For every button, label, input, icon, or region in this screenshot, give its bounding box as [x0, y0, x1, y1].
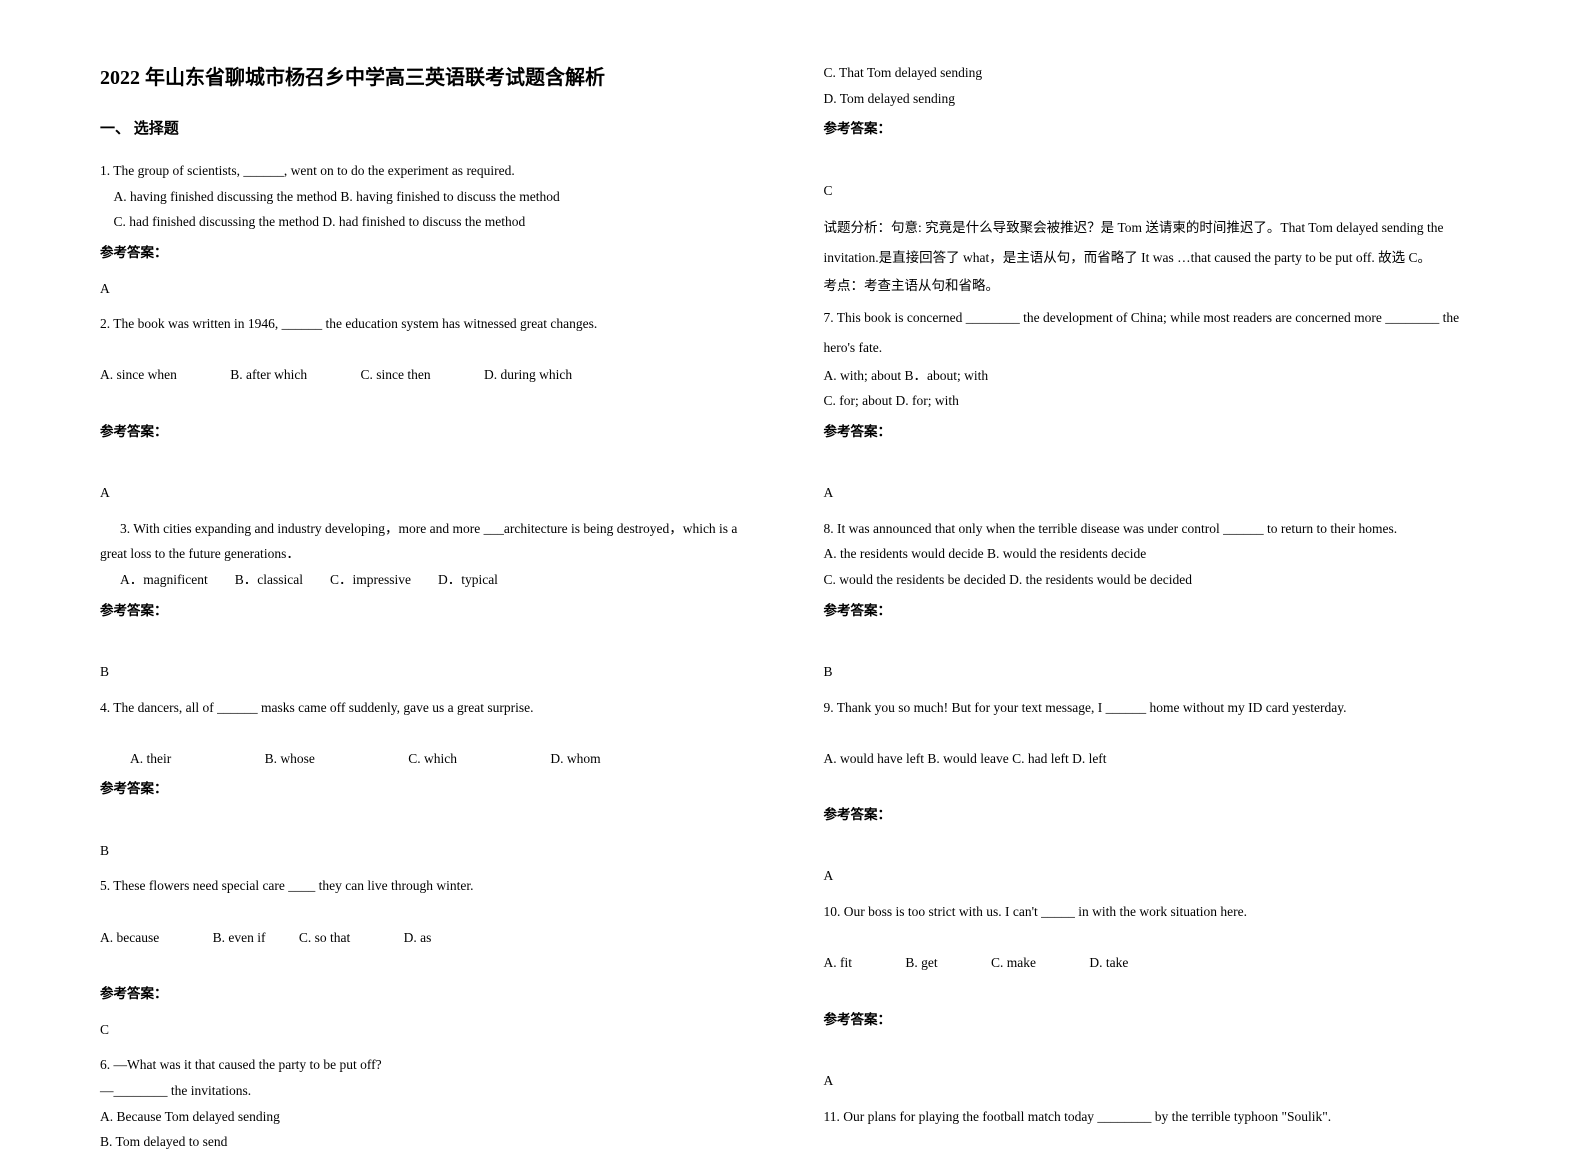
q6-answer-label: 参考答案： — [824, 116, 1488, 142]
page-title: 2022 年山东省聊城市杨召乡中学高三英语联考试题含解析 — [100, 60, 764, 96]
q6-opt-b: B. Tom delayed to send — [100, 1129, 764, 1155]
q2-answer-label: 参考答案： — [100, 419, 764, 445]
q10-opt-b: B. get — [905, 950, 937, 976]
q3-answer: B — [100, 659, 764, 685]
q4-answer-label: 参考答案： — [100, 776, 764, 802]
q10-opt-d: D. take — [1089, 950, 1128, 976]
q5-opt-b: B. even if — [213, 925, 266, 951]
q6-explain1: 试题分析：句意: 究竟是什么导致聚会被推迟？是 Tom 送请柬的时间推迟了。Th… — [824, 213, 1488, 272]
q2-text: 2. The book was written in 1946, ______ … — [100, 311, 764, 337]
q5-opt-c: C. so that — [299, 925, 350, 951]
q3-text: 3. With cities expanding and industry de… — [100, 516, 764, 567]
q7-opts2: C. for; about D. for; with — [824, 388, 1488, 414]
question-8: 8. It was announced that only when the t… — [824, 516, 1488, 685]
q4-options: A. their B. whose C. which D. whom — [100, 746, 764, 772]
q6-text1: 6. —What was it that caused the party to… — [100, 1052, 764, 1078]
q7-answer: A — [824, 480, 1488, 506]
q2-opt-c: C. since then — [360, 362, 430, 388]
q5-options: A. because B. even if C. so that D. as — [100, 925, 764, 951]
q2-opt-a: A. since when — [100, 362, 177, 388]
q9-text: 9. Thank you so much! But for your text … — [824, 695, 1488, 721]
question-1: 1. The group of scientists, ______, went… — [100, 158, 764, 301]
page-container: 2022 年山东省聊城市杨召乡中学高三英语联考试题含解析 一、 选择题 1. T… — [100, 60, 1487, 1160]
q10-opt-a: A. fit — [824, 950, 853, 976]
q3-answer-label: 参考答案： — [100, 598, 764, 624]
q10-text: 10. Our boss is too strict with us. I ca… — [824, 899, 1488, 925]
question-6: 6. —What was it that caused the party to… — [100, 1052, 764, 1155]
q10-answer: A — [824, 1068, 1488, 1094]
q5-opt-d: D. as — [404, 925, 432, 951]
q5-answer-label: 参考答案： — [100, 981, 764, 1007]
q1-answer-label: 参考答案： — [100, 240, 764, 266]
question-3: 3. With cities expanding and industry de… — [100, 516, 764, 685]
q6-explain2: 考点：考查主语从句和省略。 — [824, 273, 1488, 299]
question-10: 10. Our boss is too strict with us. I ca… — [824, 899, 1488, 1093]
q7-answer-label: 参考答案： — [824, 419, 1488, 445]
question-5: 5. These flowers need special care ____ … — [100, 873, 764, 1042]
q2-opt-d: D. during which — [484, 362, 572, 388]
q1-text: 1. The group of scientists, ______, went… — [100, 158, 764, 184]
q4-opt-a: A. their — [130, 746, 171, 772]
q4-text: 4. The dancers, all of ______ masks came… — [100, 695, 764, 721]
q8-opts1: A. the residents would decide B. would t… — [824, 541, 1488, 567]
q10-options: A. fit B. get C. make D. take — [824, 950, 1488, 976]
question-11: 11. Our plans for playing the football m… — [824, 1104, 1488, 1130]
q9-answer: A — [824, 863, 1488, 889]
q1-answer: A — [100, 276, 764, 302]
q7-opts1: A. with; about B．about; with — [824, 363, 1488, 389]
question-9: 9. Thank you so much! But for your text … — [824, 695, 1488, 889]
q4-answer: B — [100, 838, 764, 864]
q6-text2: —________ the invitations. — [100, 1078, 764, 1104]
q10-opt-c: C. make — [991, 950, 1036, 976]
q2-opt-b: B. after which — [230, 362, 307, 388]
q5-text: 5. These flowers need special care ____ … — [100, 873, 764, 899]
q8-answer-label: 参考答案： — [824, 598, 1488, 624]
q1-options: A. having finished discussing the method… — [100, 184, 764, 235]
question-2: 2. The book was written in 1946, ______ … — [100, 311, 764, 505]
q10-answer-label: 参考答案： — [824, 1007, 1488, 1033]
question-4: 4. The dancers, all of ______ masks came… — [100, 695, 764, 864]
q8-answer: B — [824, 659, 1488, 685]
q8-text: 8. It was announced that only when the t… — [824, 516, 1488, 542]
section-heading: 一、 选择题 — [100, 116, 764, 143]
q4-opt-d: D. whom — [550, 746, 600, 772]
q3-options: A．magnificent B．classical C．impressive D… — [100, 567, 764, 593]
q9-opts: A. would have left B. would leave C. had… — [824, 746, 1488, 772]
q6-answer: C — [824, 178, 1488, 204]
q9-answer-label: 参考答案： — [824, 802, 1488, 828]
q6-opt-a: A. Because Tom delayed sending — [100, 1104, 764, 1130]
q5-opt-a: A. because — [100, 925, 159, 951]
q8-opts2: C. would the residents be decided D. the… — [824, 567, 1488, 593]
q5-answer: C — [100, 1017, 764, 1043]
q6-opt-c: C. That Tom delayed sending — [824, 60, 1488, 86]
q2-options: A. since when B. after which C. since th… — [100, 362, 764, 388]
question-6-cont: C. That Tom delayed sending D. Tom delay… — [824, 60, 1488, 298]
right-column: C. That Tom delayed sending D. Tom delay… — [824, 60, 1488, 1160]
q2-answer: A — [100, 480, 764, 506]
left-column: 2022 年山东省聊城市杨召乡中学高三英语联考试题含解析 一、 选择题 1. T… — [100, 60, 764, 1160]
q4-opt-b: B. whose — [265, 746, 315, 772]
q6-opt-d: D. Tom delayed sending — [824, 86, 1488, 112]
q7-text: 7. This book is concerned ________ the d… — [824, 303, 1488, 362]
q11-text: 11. Our plans for playing the football m… — [824, 1104, 1488, 1130]
q4-opt-c: C. which — [408, 746, 457, 772]
question-7: 7. This book is concerned ________ the d… — [824, 303, 1488, 506]
